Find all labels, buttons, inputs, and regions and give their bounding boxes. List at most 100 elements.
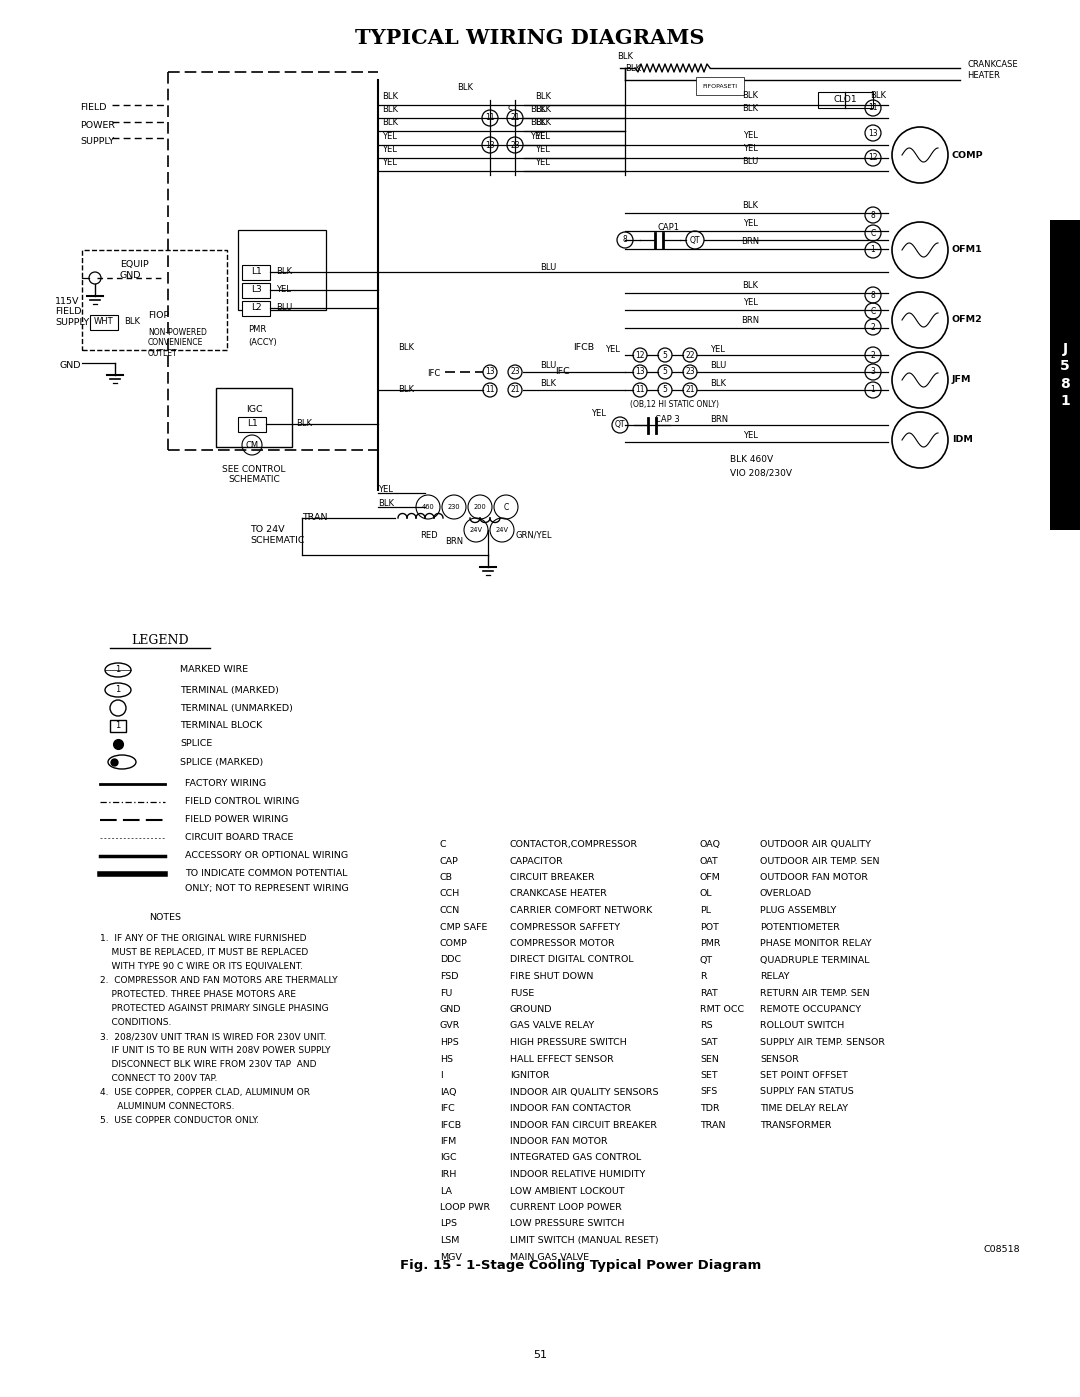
Text: NON-POWERED
CONVENIENCE
OUTLET: NON-POWERED CONVENIENCE OUTLET <box>148 328 207 358</box>
Text: INDOOR RELATIVE HUMIDITY: INDOOR RELATIVE HUMIDITY <box>510 1171 646 1179</box>
Text: 2: 2 <box>870 351 876 359</box>
Text: POWER: POWER <box>80 120 114 130</box>
Text: BRN: BRN <box>710 415 728 423</box>
FancyBboxPatch shape <box>818 92 873 108</box>
Text: DDC: DDC <box>440 956 461 964</box>
Text: 5.  USE COPPER CONDUCTOR ONLY.: 5. USE COPPER CONDUCTOR ONLY. <box>100 1116 259 1125</box>
FancyBboxPatch shape <box>90 314 118 330</box>
Text: IFC: IFC <box>440 1104 455 1113</box>
Text: COMPRESSOR MOTOR: COMPRESSOR MOTOR <box>510 939 615 949</box>
Text: 200: 200 <box>474 504 486 510</box>
Text: 13: 13 <box>635 367 645 377</box>
Text: c: c <box>508 103 512 112</box>
Text: 21: 21 <box>685 386 694 394</box>
Text: 51: 51 <box>534 1350 546 1361</box>
Text: EQUIP
GND: EQUIP GND <box>120 260 149 279</box>
Text: BLK: BLK <box>742 103 758 113</box>
Text: DIRECT DIGITAL CONTROL: DIRECT DIGITAL CONTROL <box>510 956 634 964</box>
Text: BLK: BLK <box>625 64 642 73</box>
Text: YEL: YEL <box>382 158 396 168</box>
Text: TYPICAL WIRING DIAGRAMS: TYPICAL WIRING DIAGRAMS <box>355 28 705 47</box>
Text: OAT: OAT <box>700 856 719 866</box>
Text: YEL: YEL <box>743 131 757 140</box>
Text: R: R <box>700 972 706 981</box>
Text: OUTDOOR AIR TEMP. SEN: OUTDOOR AIR TEMP. SEN <box>760 856 879 866</box>
Text: REMOTE OCCUPANCY: REMOTE OCCUPANCY <box>760 1004 861 1014</box>
Text: YEL: YEL <box>378 485 393 493</box>
Text: YEL: YEL <box>710 345 725 353</box>
Text: BLK: BLK <box>710 380 726 388</box>
Text: RETURN AIR TEMP. SEN: RETURN AIR TEMP. SEN <box>760 989 869 997</box>
Text: OUTDOOR FAN MOTOR: OUTDOOR FAN MOTOR <box>760 873 868 882</box>
Text: SFS: SFS <box>700 1087 717 1097</box>
Text: CIRCUIT BREAKER: CIRCUIT BREAKER <box>510 873 595 882</box>
Text: IGNITOR: IGNITOR <box>510 1071 550 1080</box>
Text: BLU: BLU <box>540 264 556 272</box>
Text: 21: 21 <box>510 113 519 123</box>
Text: FIOP: FIOP <box>148 310 170 320</box>
Text: PL: PL <box>700 907 711 915</box>
Text: GND: GND <box>60 360 81 369</box>
Text: TRAN: TRAN <box>302 514 327 522</box>
Text: DISCONNECT BLK WIRE FROM 230V TAP  AND: DISCONNECT BLK WIRE FROM 230V TAP AND <box>100 1060 316 1069</box>
FancyBboxPatch shape <box>238 231 326 310</box>
Text: RS: RS <box>700 1021 713 1031</box>
Text: BLK: BLK <box>457 82 473 92</box>
Text: 12: 12 <box>635 351 645 359</box>
Text: 2.  COMPRESSOR AND FAN MOTORS ARE THERMALLY: 2. COMPRESSOR AND FAN MOTORS ARE THERMAL… <box>100 977 338 985</box>
Text: BLU: BLU <box>276 303 293 313</box>
Text: FSD: FSD <box>440 972 459 981</box>
Text: BLK: BLK <box>378 499 394 507</box>
Text: YEL: YEL <box>743 298 757 307</box>
Text: 5: 5 <box>662 386 667 394</box>
Text: POT: POT <box>700 922 719 932</box>
Text: (OB,12 HI STATIC ONLY): (OB,12 HI STATIC ONLY) <box>630 401 719 409</box>
Text: CCN: CCN <box>440 907 460 915</box>
Text: INDOOR AIR QUALITY SENSORS: INDOOR AIR QUALITY SENSORS <box>510 1087 659 1097</box>
Text: 11: 11 <box>635 386 645 394</box>
Text: PROTECTED AGAINST PRIMARY SINGLE PHASING: PROTECTED AGAINST PRIMARY SINGLE PHASING <box>100 1004 328 1013</box>
Text: IGC: IGC <box>440 1154 457 1162</box>
Text: FIELD POWER WIRING: FIELD POWER WIRING <box>185 816 288 824</box>
Text: SAT: SAT <box>700 1038 717 1046</box>
Text: TERMINAL (UNMARKED): TERMINAL (UNMARKED) <box>180 704 293 712</box>
Text: BLK: BLK <box>535 105 551 115</box>
Text: 24V: 24V <box>470 527 483 534</box>
Text: YEL: YEL <box>605 345 620 353</box>
Text: LOW AMBIENT LOCKOUT: LOW AMBIENT LOCKOUT <box>510 1186 624 1196</box>
Text: LIMIT SWITCH (MANUAL RESET): LIMIT SWITCH (MANUAL RESET) <box>510 1236 659 1245</box>
Text: BLK: BLK <box>617 52 633 61</box>
FancyBboxPatch shape <box>110 719 126 732</box>
FancyBboxPatch shape <box>242 284 270 298</box>
Text: YEL: YEL <box>382 131 396 141</box>
Text: QT: QT <box>615 420 625 429</box>
FancyBboxPatch shape <box>242 300 270 316</box>
Text: CAP: CAP <box>440 856 459 866</box>
Text: BLK: BLK <box>535 92 551 101</box>
Text: YEL: YEL <box>743 219 757 228</box>
Text: VIO 208/230V: VIO 208/230V <box>730 468 792 478</box>
Text: COMPRESSOR SAFFETY: COMPRESSOR SAFFETY <box>510 922 620 932</box>
Text: SET: SET <box>700 1071 717 1080</box>
Text: 1: 1 <box>116 686 121 694</box>
Text: YEL: YEL <box>530 131 545 141</box>
Text: FIFOPASETI: FIFOPASETI <box>702 84 738 88</box>
Text: (ACCY): (ACCY) <box>248 338 276 346</box>
FancyBboxPatch shape <box>82 250 227 351</box>
Text: 4.  USE COPPER, COPPER CLAD, ALUMINUM OR: 4. USE COPPER, COPPER CLAD, ALUMINUM OR <box>100 1088 310 1097</box>
Text: OL: OL <box>700 890 713 898</box>
Text: BLK: BLK <box>742 281 758 291</box>
Text: CRANKCASE
HEATER: CRANKCASE HEATER <box>967 60 1017 80</box>
Text: BLK: BLK <box>540 380 556 388</box>
Text: CONDITIONS.: CONDITIONS. <box>100 1018 172 1027</box>
Text: 23: 23 <box>510 141 519 149</box>
Text: IGC: IGC <box>245 405 262 415</box>
Text: QT: QT <box>690 236 700 244</box>
Text: LOW PRESSURE SWITCH: LOW PRESSURE SWITCH <box>510 1220 624 1228</box>
Text: CONNECT TO 200V TAP.: CONNECT TO 200V TAP. <box>100 1074 217 1083</box>
Text: BLK: BLK <box>742 201 758 210</box>
Text: YEL: YEL <box>535 158 550 168</box>
Text: 3.  208/230V UNIT TRAN IS WIRED FOR 230V UNIT.: 3. 208/230V UNIT TRAN IS WIRED FOR 230V … <box>100 1032 326 1041</box>
Text: YEL: YEL <box>276 285 291 295</box>
Text: HIGH PRESSURE SWITCH: HIGH PRESSURE SWITCH <box>510 1038 626 1046</box>
